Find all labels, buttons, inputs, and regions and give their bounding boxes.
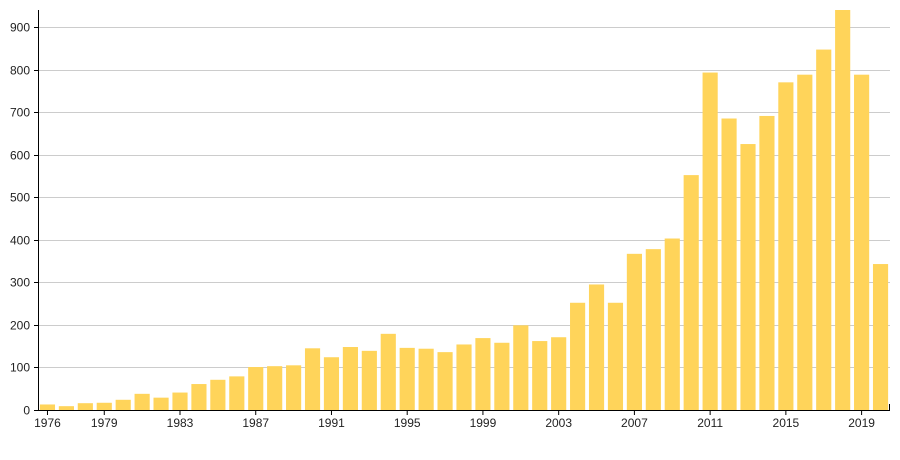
bar-2017	[816, 49, 832, 410]
bar-1981	[134, 393, 150, 410]
bar-1991	[323, 357, 340, 410]
bar-1996	[418, 348, 434, 410]
x-tick-label: 2003	[545, 416, 572, 430]
bar-1999	[475, 338, 491, 410]
grid-lines	[38, 27, 890, 368]
bar-1998	[456, 344, 472, 410]
bar-2008	[645, 249, 661, 410]
x-tick-label: 1995	[394, 416, 421, 430]
x-tick-label: 1983	[167, 416, 194, 430]
bar-1989	[286, 365, 302, 410]
bar-2010	[683, 175, 699, 410]
bar-2006	[607, 302, 624, 410]
x-tick-label: 1999	[470, 416, 497, 430]
x-tick-label: 1991	[318, 416, 345, 430]
bar-2020	[872, 264, 889, 410]
x-tick-label: 2019	[848, 416, 875, 430]
bar-2004	[570, 302, 586, 410]
y-tick-label: 500	[10, 191, 30, 205]
bar-1994	[380, 333, 396, 410]
bar-1977	[58, 406, 74, 410]
x-tick-label: 1987	[242, 416, 269, 430]
y-tick-label: 700	[10, 106, 30, 120]
bars	[39, 10, 889, 411]
bar-1997	[437, 352, 453, 410]
bar-1980	[115, 399, 131, 410]
x-tick-label: 1976	[34, 416, 61, 430]
y-tick-label: 800	[10, 64, 30, 78]
x-axis: 1976 1979 1983 1987 1991 1995 1999 2003 2007 2011…	[34, 404, 890, 430]
bar-2013	[740, 144, 756, 411]
bar-2003	[551, 337, 567, 410]
bar-2014	[759, 115, 775, 411]
bar-2015	[778, 82, 794, 410]
bar-1985	[210, 379, 226, 410]
y-tick-label: 0	[23, 404, 30, 418]
bar-1984	[191, 384, 207, 410]
bar-2011	[702, 72, 718, 411]
bar-1986	[229, 376, 245, 410]
bar-2019	[854, 74, 870, 411]
bar-1993	[361, 350, 377, 410]
y-tick-label: 100	[10, 361, 30, 375]
bar-1978	[77, 403, 93, 410]
bar-2007	[626, 253, 642, 410]
y-tick-label: 400	[10, 234, 30, 248]
y-tick-label: 300	[10, 276, 30, 290]
bar-2012	[721, 118, 737, 410]
x-tick-label: 2015	[773, 416, 800, 430]
x-tick-label: 2007	[621, 416, 648, 430]
bar-2005	[588, 284, 605, 410]
y-axis: 0 100 200 300 400 500 600 700 800 900	[10, 10, 39, 418]
bar-2002	[532, 341, 548, 410]
bar-2001	[513, 325, 529, 410]
bar-1982	[153, 397, 169, 410]
y-tick-label: 200	[10, 319, 30, 333]
bar-1995	[399, 347, 415, 410]
bar-1992	[342, 347, 358, 410]
bar-2009	[664, 238, 680, 410]
bar-2016	[797, 74, 813, 411]
x-tick-label: 2011	[697, 416, 723, 430]
bar-2000	[494, 342, 510, 410]
y-tick-label: 600	[10, 149, 30, 163]
y-tick-label: 900	[10, 21, 30, 35]
bar-1990	[304, 348, 321, 410]
x-tick-label: 1979	[91, 416, 118, 430]
bar-1983	[172, 392, 188, 410]
bar-2018	[835, 10, 851, 410]
bar-1987	[248, 367, 264, 410]
bar-1988	[267, 366, 283, 410]
bar-1979	[96, 402, 112, 410]
bar-1976	[39, 404, 56, 410]
